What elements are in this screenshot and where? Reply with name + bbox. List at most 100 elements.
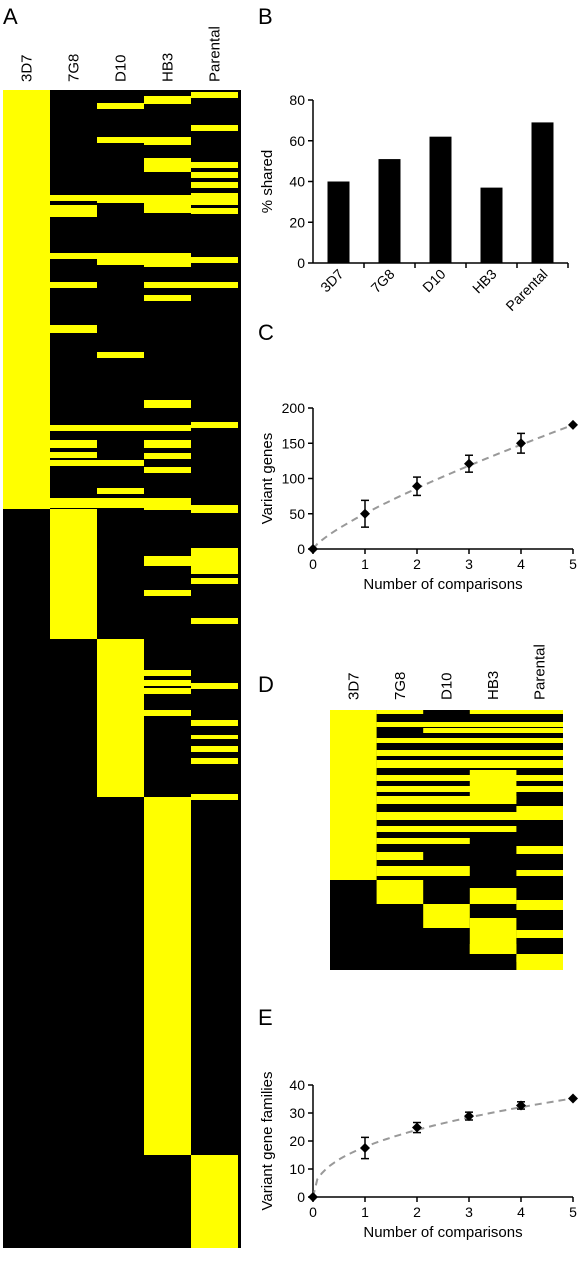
heatmap-a-stripe	[144, 560, 191, 566]
bar-chart-b-y-tick-label: 20	[289, 214, 305, 230]
heatmap-d-stripe	[516, 930, 563, 938]
heatmap-a-stripe	[191, 794, 238, 800]
scatter-plot-e-y-tick-label: 40	[289, 1077, 305, 1093]
heatmap-a-stripe	[144, 670, 191, 676]
heatmap-a-stripe	[191, 683, 238, 689]
scatter-plot-c-x-tick-label: 2	[413, 556, 421, 572]
heatmap-d-stripe	[516, 806, 563, 814]
heatmap-a-stripe	[50, 195, 97, 201]
heatmap-d-block	[330, 710, 377, 880]
scatter-plot-c-data-point	[516, 438, 526, 449]
heatmap-a-stripe	[144, 158, 191, 172]
heatmap-d-stripe	[376, 786, 563, 792]
heatmap-a-column-label: HB3	[160, 53, 177, 82]
heatmap-d-stripe	[469, 918, 517, 928]
heatmap-d-stripe	[376, 722, 563, 727]
heatmap-a-stripe	[191, 257, 238, 263]
heatmap-a-stripe	[144, 453, 191, 459]
heatmap-a-block	[50, 509, 97, 639]
heatmap-a-stripe	[50, 425, 97, 431]
heatmap-a-stripe	[191, 125, 238, 131]
heatmap-a-stripe	[191, 92, 238, 98]
heatmap-a-stripe	[97, 253, 144, 265]
bar-chart-b-bar	[378, 159, 401, 263]
heatmap-a-stripe	[97, 488, 144, 494]
heatmap-a-stripe	[50, 440, 97, 448]
scatter-plot-c-y-tick-label: 50	[289, 506, 305, 522]
scatter-plot-e-data-point	[360, 1143, 370, 1153]
heatmap-a-stripe	[97, 498, 144, 508]
scatter-plot-e-data-point	[516, 1100, 526, 1111]
heatmap-a-stripe	[144, 96, 191, 104]
heatmap-a-stripe	[191, 746, 238, 752]
bar-chart-b-category-label: HB3	[469, 266, 500, 297]
heatmap-a-block	[3, 90, 50, 509]
heatmap-a-stripe	[50, 452, 97, 458]
scatter-plot-e-fit-curve	[312, 1097, 574, 1198]
heatmap-d-stripe	[376, 866, 470, 876]
heatmap-d-stripe	[469, 888, 517, 904]
scatter-plot-e-data-point	[568, 1093, 578, 1104]
heatmap-a-stripe	[144, 425, 191, 431]
scatter-plot-e-x-tick-label: 0	[309, 1204, 317, 1220]
scatter-plot-c-x-label: Number of comparisons	[363, 576, 522, 593]
heatmap-d-column-label: 3D7	[345, 672, 362, 700]
heatmap-d-stripe	[376, 760, 563, 768]
bar-chart-b: 0 20 40 60 80 3D7 7G8 D10 HB3 Parental % shared	[259, 92, 569, 314]
scatter-plot-c-x-tick-label: 1	[361, 556, 369, 572]
heatmap-a-stripe	[50, 460, 97, 466]
heatmap-d: 3D7 7G8 D10 HB3 Parental	[330, 644, 563, 970]
heatmap-d-stripe	[376, 775, 563, 781]
scatter-plot-c: 0 50 100 150 200 0 1 2 3 4 5 Number of comparisons V…	[259, 400, 578, 593]
heatmap-d-stripe	[376, 838, 470, 844]
heatmap-d-stripe	[469, 944, 517, 954]
bar-chart-b-category-label: 7G8	[368, 266, 398, 296]
heatmap-a-stripe	[50, 325, 97, 333]
scatter-plot-e-x-tick-label: 2	[413, 1204, 421, 1220]
heatmap-a-column-label: 7G8	[66, 54, 83, 82]
heatmap-a-stripe	[97, 195, 144, 203]
bar-chart-b-y-tick-label: 80	[289, 92, 305, 108]
scatter-plot-e-data-point	[464, 1111, 474, 1122]
heatmap-a-stripe	[144, 467, 191, 473]
heatmap-a-stripe	[144, 253, 191, 267]
heatmap-d-column-label: 7G8	[392, 672, 409, 700]
heatmap-a-block	[144, 797, 191, 1155]
heatmap-d-column-label: HB3	[485, 671, 502, 700]
heatmap-a-stripe	[50, 498, 97, 508]
heatmap-d-stripe	[376, 826, 517, 832]
heatmap-a-stripe	[191, 618, 238, 624]
scatter-plot-c-y-tick-label: 0	[297, 541, 305, 557]
heatmap-d-stripe	[516, 900, 563, 910]
scatter-plot-e-x-tick-label: 1	[361, 1204, 369, 1220]
heatmap-d-block	[376, 880, 424, 904]
heatmap-a-column-label: 3D7	[19, 54, 36, 82]
bar-chart-b-y-label: % shared	[259, 150, 276, 213]
heatmap-a-stripe	[50, 205, 97, 217]
heatmap-a-gap	[144, 90, 191, 95]
heatmap-d-stripe	[376, 796, 517, 804]
heatmap-a-stripe	[97, 137, 144, 143]
heatmap-a-stripe	[191, 282, 238, 288]
bar-chart-b-bar	[429, 136, 452, 263]
heatmap-a-stripe	[97, 460, 144, 466]
heatmap-a-stripe	[144, 400, 191, 408]
heatmap-a-stripe	[144, 688, 191, 694]
heatmap-a-stripe	[97, 352, 144, 358]
panel-label-e: E	[258, 1005, 273, 1030]
heatmap-d-stripe	[376, 750, 563, 756]
heatmap-a-stripe	[144, 590, 191, 596]
heatmap-d-stripe	[376, 812, 563, 820]
bar-chart-b-category-label: Parental	[502, 266, 550, 314]
heatmap-d-stripe	[423, 710, 470, 722]
heatmap-a-stripe	[50, 282, 97, 288]
scatter-plot-e-y-tick-label: 30	[289, 1105, 305, 1121]
heatmap-a-stripe	[97, 103, 144, 109]
panel-label-c: C	[258, 320, 274, 345]
heatmap-a-stripe	[191, 182, 238, 188]
heatmap-a-stripe	[144, 680, 191, 686]
heatmap-d-stripe	[516, 870, 563, 876]
bar-chart-b-y-tick-label: 40	[289, 174, 305, 190]
scatter-plot-c-x-tick-label: 3	[465, 556, 473, 572]
scatter-plot-c-data-point	[464, 458, 474, 469]
